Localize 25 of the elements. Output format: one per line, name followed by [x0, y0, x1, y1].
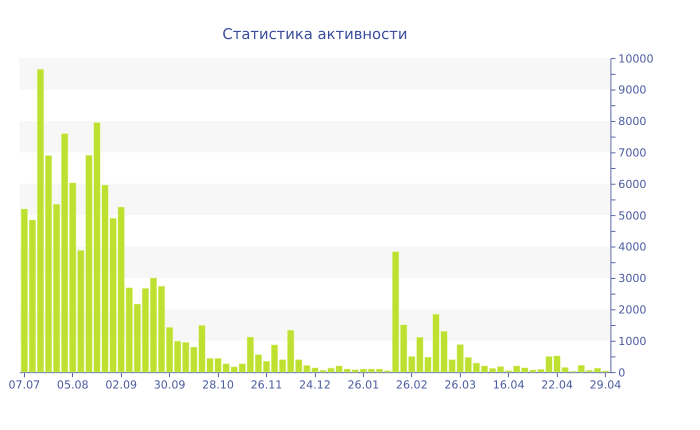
x-tick-label: 26.01: [347, 378, 380, 392]
y-tick-label: 2000: [618, 304, 646, 317]
y-tick-label: 0: [618, 366, 626, 380]
x-tick-label: 07.07: [8, 378, 40, 392]
x-tick-label: 26.02: [396, 378, 428, 392]
x-tick-label: 05.08: [56, 378, 89, 392]
x-tick-label: 30.09: [154, 378, 186, 392]
x-tick-label: 26.11: [250, 378, 282, 392]
y-tick-label: 4000: [618, 240, 646, 254]
x-tick-label: 24.12: [299, 378, 331, 392]
y-tick-label: 8000: [618, 115, 646, 128]
x-tick-label: 26.03: [444, 378, 476, 392]
x-tick-label: 29.04: [590, 378, 622, 392]
x-tick-label: 28.10: [202, 378, 234, 392]
chart-title: Статистика активности: [222, 26, 408, 43]
y-tick-label: 10000: [618, 52, 654, 66]
y-tick-label: 3000: [618, 272, 646, 286]
x-tick-label: 16.04: [492, 378, 524, 392]
x-tick-label: 02.09: [105, 378, 138, 392]
y-tick-label: 7000: [618, 146, 646, 160]
x-tick-label: 22.04: [541, 378, 573, 392]
y-tick-label: 9000: [618, 84, 646, 97]
y-tick-label: 5000: [618, 209, 646, 222]
y-tick-label: 6000: [618, 178, 646, 191]
y-tick-label: 1000: [618, 334, 646, 348]
